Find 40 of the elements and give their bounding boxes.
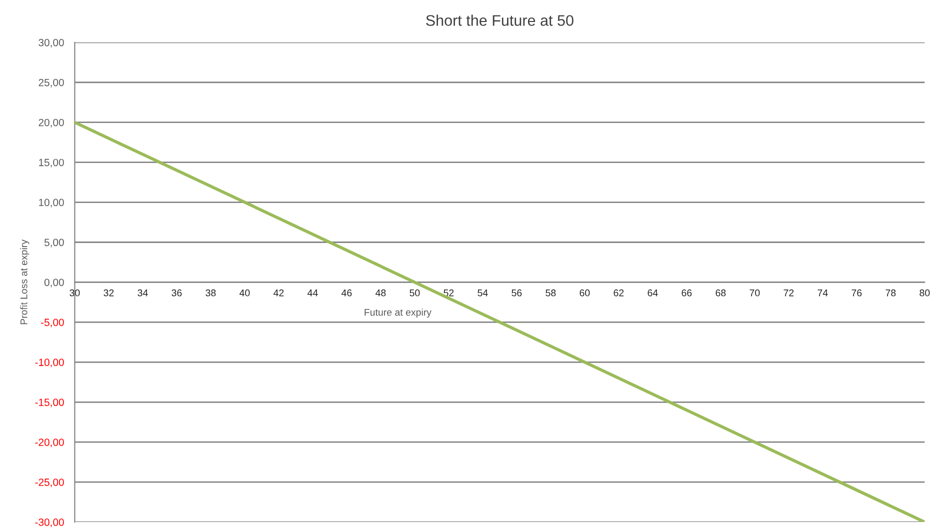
x-tick-label: 66 (682, 289, 692, 296)
y-tick-label: -20,00 (35, 438, 64, 448)
x-tick-label: 42 (274, 289, 284, 296)
x-tick-label: 38 (206, 289, 216, 296)
x-tick-label: 70 (750, 289, 760, 296)
y-tick-label: 5,00 (44, 238, 64, 248)
chart-title: Short the Future at 50 (426, 14, 574, 26)
x-tick-label: 54 (478, 290, 488, 296)
x-tick-label: 62 (614, 289, 624, 296)
x-tick-label: 32 (104, 289, 114, 296)
x-tick-label: 68 (716, 289, 726, 296)
y-tick-label: 20,00 (38, 118, 64, 128)
x-tick-label: 36 (172, 289, 182, 296)
x-tick-label: 76 (852, 289, 862, 296)
x-tick-label: 80 (920, 289, 930, 296)
x-tick-label: 48 (376, 289, 386, 296)
y-tick-label: 0,00 (44, 278, 64, 288)
x-tick-label: 58 (546, 289, 556, 296)
x-tick-label: 56 (512, 289, 522, 296)
y-tick-label: -10,00 (35, 358, 64, 368)
y-tick-label: 10,00 (39, 198, 64, 208)
y-tick-label: 25,00 (38, 78, 64, 88)
x-tick-label: 78 (886, 289, 896, 296)
y-tick-label: -15,00 (35, 398, 64, 408)
y-tick-label: -5,00 (41, 318, 64, 328)
x-tick-label: 50 (410, 289, 420, 296)
y-tick-label: -25,00 (35, 478, 64, 488)
x-axis-title: Future at expiry (364, 308, 432, 318)
x-tick-label: 64 (648, 289, 658, 296)
x-tick-label: 72 (784, 289, 794, 296)
x-tick-label: 44 (308, 290, 318, 296)
x-tick-label: 46 (342, 289, 352, 296)
y-tick-label: 15,00 (39, 158, 64, 168)
y-axis-title: Profit Loss at expiry (20, 240, 30, 324)
x-tick-label: 40 (240, 289, 250, 296)
x-tick-label: 60 (580, 289, 590, 296)
x-tick-label: 34 (138, 289, 148, 296)
y-tick-label: -30,00 (35, 518, 64, 528)
y-tick-label: 30,00 (38, 38, 64, 48)
x-tick-label: 74 (818, 290, 828, 296)
